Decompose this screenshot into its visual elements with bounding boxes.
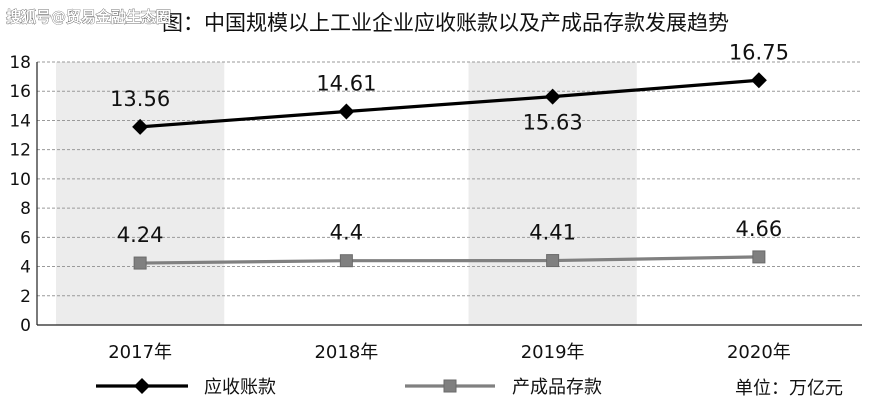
chart-title: 图：中国规模以上工业企业应收账款以及产成品存款发展趋势: [162, 11, 729, 35]
axes: [36, 62, 862, 326]
data-point: [544, 88, 561, 105]
y-tick-label: 10: [9, 170, 31, 190]
series-lines: [132, 72, 767, 270]
data-label: 15.63: [523, 111, 583, 135]
y-tick-label: 2: [20, 287, 31, 307]
data-point: [338, 103, 355, 120]
data-label: 4.66: [735, 217, 782, 241]
data-label: 4.41: [529, 221, 576, 245]
legend: 应收账款 产成品存款: [96, 377, 602, 398]
gridlines: [37, 61, 862, 297]
data-label: 4.4: [330, 221, 363, 245]
data-point: [752, 250, 766, 264]
x-tick-label: 2019年: [521, 342, 585, 363]
y-tick-label: 14: [9, 111, 31, 131]
y-tick-label: 0: [20, 316, 31, 336]
y-tick-label: 4: [20, 258, 31, 278]
y-tick-labels: 0 2 4 6 8 10 12 14 16 18: [9, 53, 31, 336]
x-tick-labels: 2017年 2018年 2019年 2020年: [108, 342, 791, 363]
y-tick-label: 18: [9, 53, 31, 73]
series-line-1: [140, 78, 760, 129]
legend-label-2: 产成品存款: [512, 377, 602, 398]
y-tick-label: 8: [20, 199, 31, 219]
data-label: 14.61: [316, 72, 376, 96]
legend-marker-1: [134, 378, 150, 394]
data-point: [546, 254, 560, 268]
series-line-2: [140, 255, 759, 265]
data-label: 16.75: [729, 40, 789, 64]
x-tick-label: 2017年: [108, 342, 172, 363]
data-label: 13.56: [110, 87, 170, 111]
watermark: 搜狐号@贸易金融生态圈: [6, 8, 171, 26]
data-point: [339, 254, 353, 268]
legend-marker-2: [443, 379, 457, 393]
x-tick-label: 2020年: [727, 342, 791, 363]
legend-label-1: 应收账款: [204, 377, 276, 398]
unit-note: 单位：万亿元: [735, 378, 843, 399]
background-bands: [56, 62, 637, 325]
data-point: [133, 256, 147, 270]
data-point: [132, 118, 149, 135]
y-tick-label: 16: [9, 82, 31, 102]
background-band: [56, 62, 225, 325]
x-tick-label: 2018年: [314, 342, 378, 363]
data-labels: 13.56 14.61 15.63 16.75 4.24 4.4 4.41 4.66: [110, 40, 789, 247]
background-band: [468, 62, 637, 325]
y-tick-label: 6: [20, 228, 31, 248]
data-point: [750, 72, 767, 89]
data-label: 4.24: [117, 223, 164, 247]
y-tick-label: 12: [9, 141, 31, 161]
